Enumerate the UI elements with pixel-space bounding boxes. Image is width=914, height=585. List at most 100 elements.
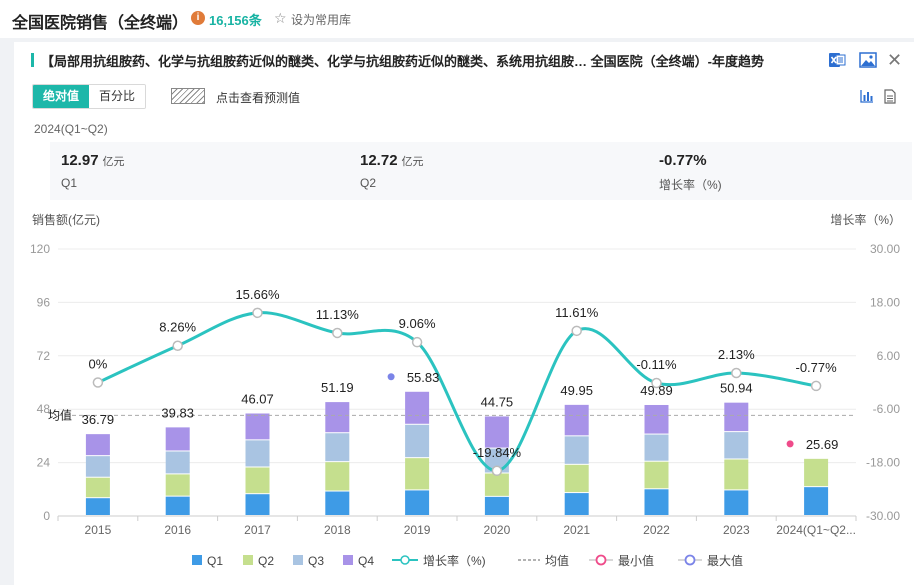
bar-segment-q2 bbox=[245, 467, 270, 494]
legend-swatch-q3 bbox=[293, 555, 303, 565]
bar-segment-q4 bbox=[484, 416, 509, 448]
bar-segment-q1 bbox=[165, 496, 190, 515]
y-left-tick: 72 bbox=[37, 349, 51, 363]
legend-label: Q2 bbox=[258, 554, 274, 568]
percent-tab[interactable]: 百分比 bbox=[89, 85, 146, 108]
chart-title: 【局部用抗组胺药、化学与抗组胺药近似的醚类、化学与抗组胺药近似的醚类、系统用抗组… bbox=[41, 54, 764, 69]
forecast-toggle-label[interactable]: 点击查看预测值 bbox=[216, 91, 301, 105]
y-left-tick: 96 bbox=[37, 295, 51, 309]
set-favorite-link[interactable]: 设为常用库 bbox=[291, 13, 352, 27]
x-tick-label: 2016 bbox=[164, 523, 191, 537]
growth-data-label: -19.84% bbox=[473, 445, 522, 460]
growth-data-label: 11.61% bbox=[555, 305, 599, 320]
y-left-tick: 120 bbox=[30, 242, 50, 256]
y-right-tick: 30.00 bbox=[870, 242, 900, 256]
y-right-tick: 18.00 bbox=[870, 295, 900, 309]
summary-q2-label: Q2 bbox=[360, 176, 377, 190]
bar-segment-q3 bbox=[245, 440, 270, 467]
growth-data-label: 11.13% bbox=[316, 307, 360, 322]
mean-label: 均值 bbox=[48, 407, 72, 422]
bar-segment-q2 bbox=[804, 458, 829, 487]
bar-segment-q2 bbox=[484, 473, 509, 496]
absolute-value-tab[interactable]: 绝对值 bbox=[33, 85, 90, 108]
growth-rate-point bbox=[411, 336, 423, 348]
summary-growth: -0.77% 增长率（%) bbox=[659, 152, 722, 193]
summary-q2: 12.72 亿元 Q2 bbox=[360, 152, 424, 190]
bar-segment-q1 bbox=[85, 498, 110, 515]
bar-segment-q4 bbox=[724, 402, 749, 432]
bar-segment-q4 bbox=[85, 434, 110, 456]
excel-export-icon[interactable] bbox=[828, 51, 846, 69]
forecast-hatch-swatch[interactable] bbox=[171, 88, 205, 104]
page-title: 全国医院销售（全终端） bbox=[12, 15, 189, 32]
x-tick-label: 2023 bbox=[723, 523, 750, 537]
bar-segment-q1 bbox=[724, 490, 749, 515]
bar-segment-q4 bbox=[165, 427, 190, 451]
legend-label: Q4 bbox=[358, 554, 374, 568]
bar-segment-q1 bbox=[245, 494, 270, 515]
bar-segment-q1 bbox=[325, 491, 350, 515]
summary-q1-unit: 亿元 bbox=[102, 156, 125, 168]
info-icon[interactable]: i bbox=[191, 11, 205, 25]
image-export-icon[interactable] bbox=[859, 52, 877, 68]
x-tick-label: 2017 bbox=[244, 523, 271, 537]
growth-rate-point bbox=[651, 377, 662, 389]
legend-swatch-min-point bbox=[595, 554, 607, 566]
y-left-tick: 48 bbox=[37, 402, 51, 416]
growth-rate-point bbox=[491, 465, 503, 477]
summary-growth-label: 增长率（%) bbox=[659, 178, 722, 192]
total-data-label: 25.69 bbox=[806, 437, 839, 452]
growth-data-label: 0% bbox=[89, 357, 108, 372]
y-right-tick: -6.00 bbox=[873, 402, 901, 416]
summary-panel: 12.97 亿元 Q1 12.72 亿元 Q2 -0.77% 增长率（%) bbox=[50, 142, 912, 200]
legend-label: 最小值 bbox=[618, 553, 654, 568]
growth-rate-point bbox=[332, 327, 343, 339]
legend-label: Q3 bbox=[308, 554, 324, 568]
x-tick-label: 2019 bbox=[404, 523, 431, 537]
growth-rate-line bbox=[97, 311, 817, 473]
bar-segment-q1 bbox=[644, 489, 669, 515]
y-right-tick: -18.00 bbox=[866, 456, 900, 470]
y-right-tick: 6.00 bbox=[877, 349, 901, 363]
chart-card: 【局部用抗组胺药、化学与抗组胺药近似的醚类、化学与抗组胺药近似的醚类、系统用抗组… bbox=[14, 42, 914, 585]
bar-segment-q1 bbox=[405, 490, 430, 515]
bar-segment-q4 bbox=[564, 404, 589, 436]
record-count: 16,156条 bbox=[209, 13, 262, 28]
total-data-label: 44.75 bbox=[481, 394, 514, 409]
bar-chart-icon[interactable] bbox=[860, 89, 874, 103]
total-data-label: 46.07 bbox=[241, 391, 274, 406]
total-data-label: 49.95 bbox=[560, 383, 593, 398]
data-table-icon[interactable] bbox=[884, 89, 896, 104]
close-icon[interactable]: ✕ bbox=[887, 50, 903, 70]
x-tick-label: 2015 bbox=[85, 523, 112, 537]
summary-growth-value: -0.77% bbox=[659, 152, 707, 169]
growth-data-label: -0.77% bbox=[795, 360, 837, 375]
summary-q1-value: 12.97 bbox=[61, 152, 99, 169]
star-icon[interactable]: ☆ bbox=[274, 10, 287, 26]
legend-swatch-q2 bbox=[243, 555, 253, 565]
growth-data-label: 8.26% bbox=[159, 320, 196, 335]
growth-data-label: 9.06% bbox=[399, 316, 436, 331]
bar-segment-q4 bbox=[245, 413, 270, 440]
bar-segment-q2 bbox=[644, 461, 669, 489]
growth-rate-point bbox=[731, 367, 742, 379]
legend-swatch-max-point bbox=[684, 554, 696, 566]
min-marker bbox=[786, 440, 794, 448]
growth-rate-point bbox=[172, 340, 183, 351]
summary-q1: 12.97 亿元 Q1 bbox=[61, 152, 125, 190]
bar-segment-q3 bbox=[85, 456, 110, 477]
legend-label: 均值 bbox=[545, 553, 569, 568]
y-left-tick: 24 bbox=[37, 456, 51, 470]
total-data-label: 51.19 bbox=[321, 380, 354, 395]
growth-rate-point bbox=[571, 325, 582, 337]
legend-swatch-growth-point bbox=[400, 555, 410, 565]
growth-data-label: 15.66% bbox=[235, 287, 280, 302]
bar-segment-q2 bbox=[325, 462, 350, 491]
x-tick-label: 2020 bbox=[484, 523, 511, 537]
bar-segment-q2 bbox=[165, 474, 190, 496]
growth-data-label: 2.13% bbox=[718, 347, 755, 362]
top-bar: 全国医院销售（全终端） i 16,156条 ☆ 设为常用库 bbox=[0, 0, 914, 38]
bar-segment-q2 bbox=[405, 458, 430, 490]
title-accent-bar bbox=[31, 53, 34, 67]
legend-label: Q1 bbox=[207, 554, 223, 568]
